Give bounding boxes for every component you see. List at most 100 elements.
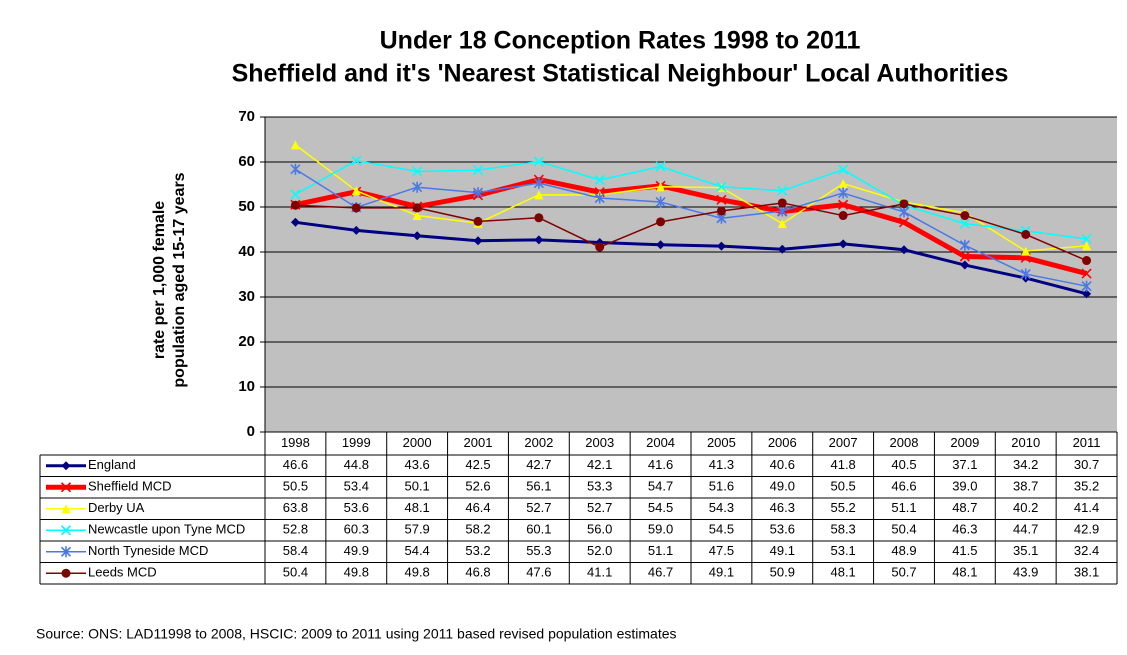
data-point [655, 196, 666, 208]
table-value: 48.1 [952, 565, 977, 580]
data-point [1081, 268, 1092, 279]
table-value: 48.1 [404, 500, 429, 515]
table-value: 41.5 [952, 543, 977, 558]
data-point [473, 216, 483, 226]
table-value: 52.8 [283, 522, 308, 537]
table-value: 63.8 [283, 500, 308, 515]
table-value: 41.8 [830, 457, 855, 472]
table-value: 51.6 [709, 479, 734, 494]
data-point [351, 225, 361, 235]
table-value: 41.3 [709, 457, 734, 472]
table-value: 50.1 [404, 479, 429, 494]
data-point [960, 260, 970, 270]
data-point [1082, 256, 1092, 266]
table-value: 53.1 [830, 543, 855, 558]
table-value: 54.3 [709, 500, 734, 515]
data-point [351, 186, 361, 196]
legend-marker [61, 504, 71, 514]
table-value: 46.6 [891, 479, 916, 494]
table-value: 49.0 [770, 479, 795, 494]
legend-label: Derby UA [88, 500, 145, 515]
source-note: Source: ONS: LAD11998 to 2008, HSCIC: 20… [36, 626, 677, 642]
table-value: 48.9 [891, 543, 916, 558]
series-line [294, 144, 1087, 252]
table-value: 32.4 [1074, 543, 1099, 558]
table-value: 52.7 [587, 500, 612, 515]
data-point [290, 140, 300, 150]
data-point [1082, 289, 1092, 299]
data-point [899, 199, 909, 209]
data-point [412, 231, 422, 241]
data-point [838, 199, 849, 210]
data-point [838, 239, 848, 249]
table-value: 58.4 [283, 543, 308, 558]
data-point [716, 181, 727, 192]
table-value: 30.7 [1074, 457, 1099, 472]
table-value: 42.1 [587, 457, 612, 472]
table-value: 57.9 [404, 522, 429, 537]
y-tick-label: 40 [238, 243, 255, 260]
y-tick-label: 0 [247, 423, 255, 440]
table-value: 43.6 [404, 457, 429, 472]
legend-label: North Tyneside MCD [88, 543, 208, 558]
chart-subtitle: Sheffield and it's 'Nearest Statistical … [232, 60, 1009, 88]
table-value: 60.1 [526, 522, 551, 537]
table-value: 46.6 [283, 457, 308, 472]
legend-marker [60, 546, 72, 558]
table-value: 41.4 [1074, 500, 1099, 515]
x-tick-label: 2002 [524, 435, 553, 450]
table-value: 51.1 [891, 500, 916, 515]
legend-label: Sheffield MCD [88, 479, 172, 494]
table-value: 54.7 [648, 479, 673, 494]
table-value: 50.5 [283, 479, 308, 494]
table-value: 42.7 [526, 457, 551, 472]
data-point [655, 161, 666, 172]
table-value: 46.4 [465, 500, 490, 515]
table-value: 41.6 [648, 457, 673, 472]
table-value: 40.5 [891, 457, 916, 472]
table-value: 40.6 [770, 457, 795, 472]
table-value: 47.5 [709, 543, 734, 558]
table-value: 54.4 [404, 543, 429, 558]
table-value: 53.6 [344, 500, 369, 515]
table-value: 46.3 [952, 522, 977, 537]
data-point [716, 206, 726, 216]
table-value: 55.2 [830, 500, 855, 515]
x-tick-label: 1999 [342, 435, 371, 450]
table-value: 42.9 [1074, 522, 1099, 537]
x-tick-label: 2005 [707, 435, 736, 450]
y-tick-label: 50 [238, 198, 255, 215]
legend-marker [61, 568, 71, 578]
table-value: 52.7 [526, 500, 551, 515]
table-value: 60.3 [344, 522, 369, 537]
table-value: 53.3 [587, 479, 612, 494]
data-point [959, 251, 970, 262]
series-line [295, 220, 1087, 296]
table-value: 55.3 [526, 543, 551, 558]
table-value: 50.5 [830, 479, 855, 494]
data-point [1020, 268, 1031, 280]
table-value: 53.4 [344, 479, 369, 494]
data-point [777, 219, 787, 229]
table-value: 46.3 [770, 500, 795, 515]
data-point [412, 181, 423, 193]
y-axis-label: population aged 15-17 years [171, 172, 188, 387]
table-value: 41.1 [587, 565, 612, 580]
table-value: 38.1 [1074, 565, 1099, 580]
x-tick-label: 2003 [585, 435, 614, 450]
y-axis-label: rate per 1,000 female [151, 201, 168, 359]
series-line [295, 202, 1087, 262]
data-point [290, 163, 301, 175]
data-point [656, 217, 666, 227]
table-value: 51.1 [648, 543, 673, 558]
x-tick-label: 2007 [829, 435, 858, 450]
data-point [1081, 280, 1092, 292]
table-value: 48.1 [830, 565, 855, 580]
table-value: 54.5 [648, 500, 673, 515]
data-point [534, 190, 544, 200]
table-value: 52.6 [465, 479, 490, 494]
data-point [1021, 229, 1031, 239]
table-value: 49.9 [344, 543, 369, 558]
y-tick-label: 70 [238, 108, 255, 125]
